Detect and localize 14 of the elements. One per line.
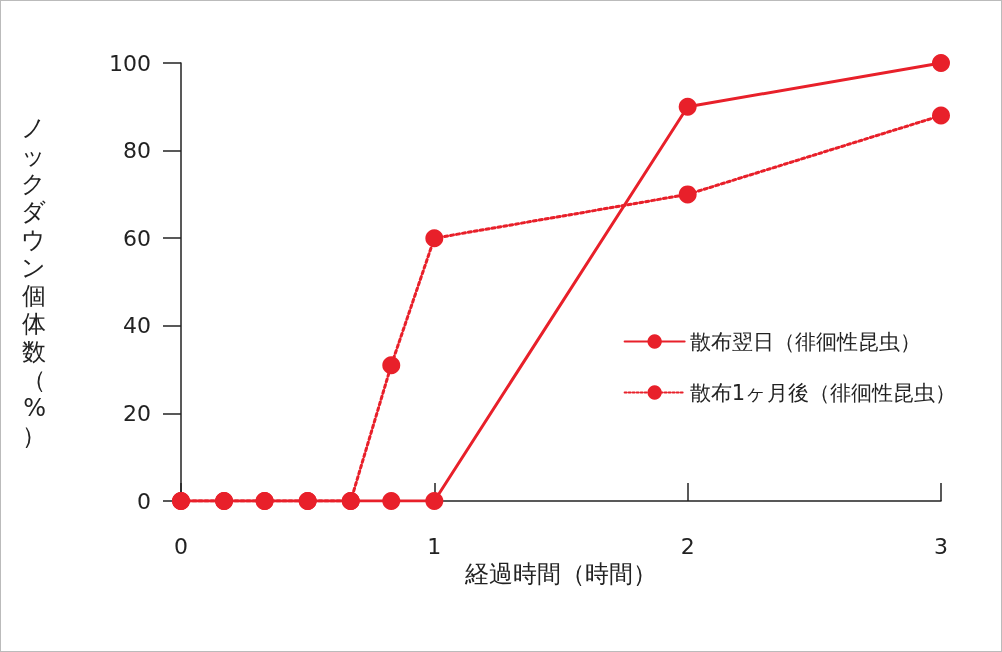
legend-label: 散布1ヶ月後（徘徊性昆虫）	[689, 380, 957, 405]
y-tick-label: 60	[123, 225, 151, 251]
x-tick-label: 3	[934, 533, 948, 559]
x-tick-label: 0	[174, 533, 188, 559]
x-axis-title: 経過時間（時間）	[464, 559, 657, 588]
y-tick-label: 80	[123, 138, 151, 164]
y-tick-label: 40	[123, 313, 151, 339]
y-tick-label: 100	[109, 50, 151, 76]
y-tick-label: 20	[123, 400, 151, 426]
text: ノックダウン個体数（%）	[21, 114, 46, 450]
y-tick-label: 0	[137, 488, 151, 514]
legend-label: 散布翌日（徘徊性昆虫）	[689, 329, 921, 354]
x-tick-label: 2	[680, 533, 695, 559]
x-tick-label: 1	[427, 533, 442, 559]
